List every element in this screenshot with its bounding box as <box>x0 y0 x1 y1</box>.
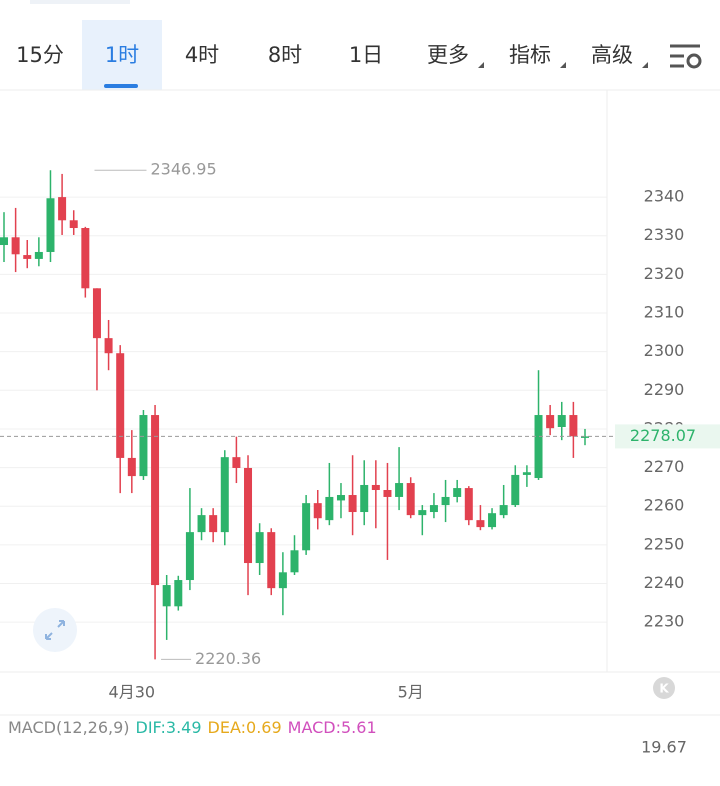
active-tab-underline <box>104 84 138 88</box>
candle-body <box>244 467 253 564</box>
candle-body <box>464 488 473 521</box>
macd-item-value: 0.69 <box>246 718 282 737</box>
tab[interactable]: 更多 <box>427 43 469 67</box>
macd-item-label: DIF: <box>136 718 166 737</box>
candle-body <box>278 572 287 589</box>
candle-body <box>395 483 404 497</box>
dropdown-triangle <box>478 62 484 68</box>
candle-body <box>569 415 578 437</box>
candle-body <box>441 496 450 506</box>
candle-body <box>267 532 276 589</box>
candle-body <box>162 585 171 607</box>
candle-body <box>69 220 78 229</box>
candle-body <box>58 197 67 221</box>
candle-body <box>348 495 357 513</box>
candle-body <box>81 228 90 289</box>
y-tick-label: 2290 <box>644 380 685 399</box>
candle-body <box>546 415 555 429</box>
candle-body <box>371 484 380 491</box>
settings-icon[interactable] <box>670 44 702 69</box>
candle-body <box>0 237 8 246</box>
candle-body <box>11 237 20 255</box>
last-price-label: 2278.07 <box>630 426 696 445</box>
candle-body <box>383 490 392 497</box>
y-tick-label: 2310 <box>644 303 685 322</box>
candle-body <box>360 484 369 513</box>
candle-body <box>127 457 136 477</box>
candle-body <box>325 496 334 521</box>
y-tick-label: 2250 <box>644 534 685 553</box>
candle-body <box>209 515 218 533</box>
candle-body <box>511 474 520 506</box>
macd-title-text: MACD(12,26,9) <box>8 718 130 737</box>
dropdown-triangle <box>560 62 566 68</box>
y-tick-label: 2340 <box>644 187 685 206</box>
candle-body <box>302 503 311 551</box>
candle-body <box>92 288 101 339</box>
candle-body <box>220 457 229 533</box>
y-tick-label: 2300 <box>644 341 685 360</box>
y-tick-label: 2270 <box>644 457 685 476</box>
macd-item-value: 3.49 <box>166 718 202 737</box>
candle-body <box>232 457 241 468</box>
active-tab-bg <box>82 20 162 90</box>
x-tick-label: 5月 <box>398 683 424 702</box>
y-tick-label: 2230 <box>644 612 685 631</box>
plot: 2230224022502260227022802290230023102320… <box>0 160 720 702</box>
macd-title: MACD(12,26,9) DIF:3.49 DEA:0.69 MACD:5.61 <box>8 718 377 737</box>
candle-body <box>46 198 55 252</box>
dropdown-triangle <box>642 62 648 68</box>
tab[interactable]: 指标 <box>509 43 551 67</box>
candle-body <box>151 415 160 586</box>
macd-item-label: DEA: <box>208 718 246 737</box>
candle-body <box>255 532 264 564</box>
candle-body <box>313 503 322 519</box>
tab[interactable]: 4时 <box>185 43 219 67</box>
candle-body <box>174 580 183 607</box>
candle-body <box>34 251 43 259</box>
candle-body <box>581 436 589 438</box>
y-tick-label: 2260 <box>644 496 685 515</box>
y-tick-label: 2330 <box>644 225 685 244</box>
tab[interactable]: 1时 <box>105 43 139 67</box>
candle-body <box>476 520 485 528</box>
top-fragment <box>30 0 130 4</box>
candle-body <box>336 495 345 501</box>
candle-body <box>488 513 497 528</box>
candle-body <box>197 515 206 533</box>
tab[interactable]: 15分 <box>16 43 64 67</box>
candle-body <box>418 510 427 516</box>
macd-axis-value: 19.67 <box>641 738 687 757</box>
x-tick-label: 4月30 <box>109 683 156 702</box>
y-tick-label: 2240 <box>644 573 685 592</box>
expand-button[interactable] <box>33 608 77 652</box>
candle-body <box>139 415 148 477</box>
k-button[interactable]: K <box>659 682 669 696</box>
candle-body <box>534 415 543 479</box>
last-price-bg <box>615 424 720 449</box>
candle-body <box>557 415 566 428</box>
candle-body <box>522 472 531 475</box>
candle-body <box>406 483 415 516</box>
tab[interactable]: 1日 <box>349 43 383 67</box>
candle-body <box>185 532 194 581</box>
tab[interactable]: 高级 <box>591 43 633 67</box>
candle-body <box>499 505 508 516</box>
candle-body <box>290 550 299 573</box>
k-button-bg[interactable] <box>653 677 675 699</box>
candle-body <box>23 255 32 259</box>
y-tick-label: 2320 <box>644 264 685 283</box>
candle-body <box>116 353 125 458</box>
macd-item-label: MACD: <box>288 718 341 737</box>
tab[interactable]: 8时 <box>268 43 302 67</box>
macd-item-value: 5.61 <box>341 718 377 737</box>
candle-body <box>429 505 438 513</box>
candle-body <box>453 488 462 497</box>
high-label: 2346.95 <box>150 160 216 179</box>
candle-body <box>104 338 113 354</box>
low-label: 2220.36 <box>195 649 261 668</box>
